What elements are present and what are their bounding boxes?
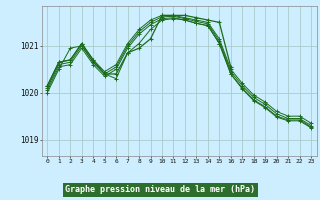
Text: Graphe pression niveau de la mer (hPa): Graphe pression niveau de la mer (hPa) <box>65 186 255 194</box>
